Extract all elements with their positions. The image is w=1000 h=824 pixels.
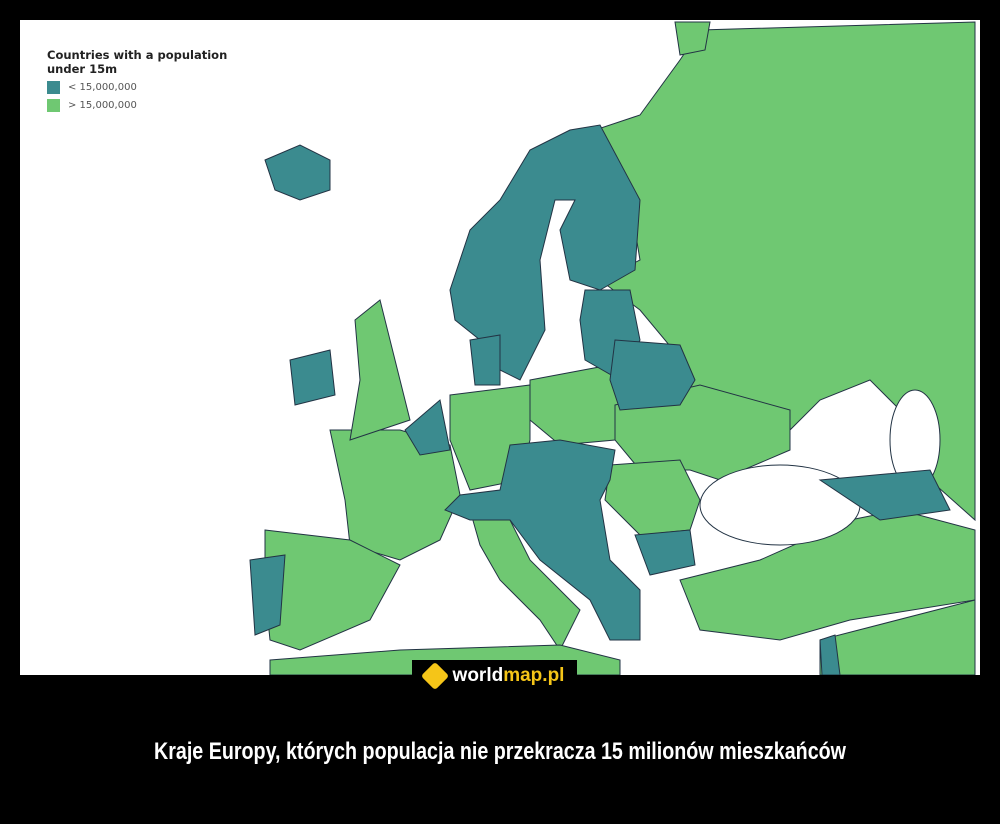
country-ireland — [289, 349, 336, 406]
globe-icon — [420, 661, 449, 691]
legend-swatch-green — [47, 99, 60, 112]
region-caucasus — [818, 469, 951, 521]
country-belarus — [609, 339, 696, 411]
legend-title: Countries with a population under 15m — [47, 48, 228, 76]
logo-text-map: map.pl — [503, 665, 565, 686]
black-sea — [699, 464, 861, 546]
country-israel — [819, 634, 841, 675]
caption: Kraje Europy, których populacja nie prze… — [154, 738, 846, 765]
legend-item: > 15,000,000 — [47, 99, 237, 112]
country-uk — [349, 299, 411, 441]
region-svalbard — [674, 21, 711, 56]
legend-label: > 15,000,000 — [68, 100, 137, 111]
region-scandinavia — [449, 124, 641, 381]
worldmap-logo: world map.pl — [412, 660, 577, 692]
legend: Countries with a population under 15m < … — [47, 48, 237, 112]
legend-item: < 15,000,000 — [47, 81, 237, 94]
region-middle-east — [819, 599, 976, 675]
country-bulgaria — [634, 529, 696, 576]
europe-map — [249, 21, 976, 675]
country-denmark — [469, 334, 501, 386]
legend-label: < 15,000,000 — [68, 82, 137, 93]
logo-text-world: world — [452, 665, 504, 686]
country-portugal — [249, 554, 286, 636]
country-poland — [529, 364, 621, 446]
map-area: Countries with a population under 15m < … — [20, 20, 980, 675]
region-benelux — [404, 399, 451, 456]
country-iceland — [264, 144, 331, 201]
country-romania — [604, 459, 701, 536]
legend-swatch-teal — [47, 81, 60, 94]
region-central-balkans — [444, 439, 641, 641]
